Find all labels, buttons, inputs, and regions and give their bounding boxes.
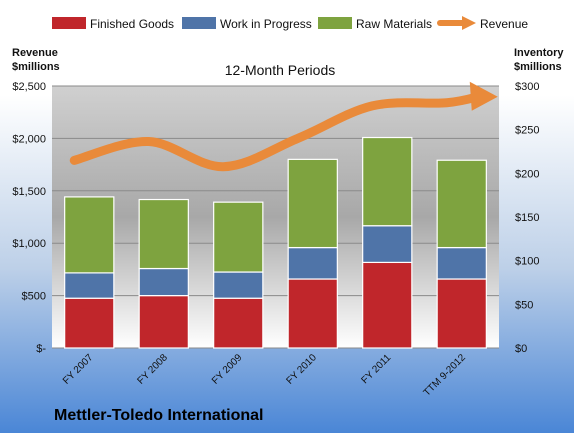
bar-finished-goods-fy-2011 bbox=[362, 261, 413, 349]
right-tick-label-6: $300 bbox=[515, 81, 539, 93]
left-tick-label-5: $2,500 bbox=[12, 81, 46, 93]
right-tick-label-2: $100 bbox=[515, 256, 539, 268]
legend-label-work-in-progress: Work in Progress bbox=[220, 17, 312, 31]
legend-label-revenue: Revenue bbox=[480, 17, 528, 31]
left-axis-ticks: $- $500 $1,000 $1,500 $2,000 $2,500 bbox=[12, 81, 46, 355]
bar-raw-materials-fy-2011 bbox=[362, 136, 413, 227]
right-tick-label-4: $200 bbox=[515, 168, 539, 180]
chart-subtitle: 12-Month Periods bbox=[225, 62, 336, 78]
legend-swatch-raw-materials bbox=[318, 17, 352, 29]
right-tick-label-1: $50 bbox=[515, 299, 533, 311]
bar-work-in-progress-fy-2010 bbox=[287, 246, 338, 280]
bars bbox=[64, 136, 487, 349]
bar-finished-goods-fy-2009 bbox=[213, 297, 264, 349]
bar-work-in-progress-fy-2008 bbox=[138, 267, 189, 297]
bar-work-in-progress-fy-2009 bbox=[213, 271, 264, 299]
bar-finished-goods-fy-2010 bbox=[287, 278, 338, 349]
gridlines bbox=[52, 85, 499, 349]
bar-raw-materials-fy-2008 bbox=[138, 198, 189, 270]
plot-area bbox=[52, 86, 499, 348]
left-tick-label-4: $2,000 bbox=[12, 133, 46, 145]
revenue-line-group bbox=[69, 81, 498, 172]
right-tick-label-3: $150 bbox=[515, 212, 539, 224]
bar-raw-materials-fy-2010 bbox=[287, 158, 338, 249]
legend-label-raw-materials: Raw Materials bbox=[356, 17, 432, 31]
bar-finished-goods-ttm-9-2012 bbox=[436, 278, 487, 349]
bar-finished-goods-fy-2008 bbox=[138, 295, 189, 349]
legend-revenue-arrowhead bbox=[462, 16, 476, 30]
bar-raw-materials-fy-2007 bbox=[64, 196, 115, 274]
left-tick-label-1: $500 bbox=[22, 291, 46, 303]
left-tick-label-3: $1,500 bbox=[12, 186, 46, 198]
right-axis-title-line2: $millions bbox=[514, 61, 562, 73]
legend-swatch-work-in-progress bbox=[182, 17, 216, 29]
bar-finished-goods-fy-2007 bbox=[64, 297, 115, 349]
right-axis-title-line1: Inventory bbox=[514, 47, 564, 59]
company-name: Mettler-Toledo International bbox=[54, 407, 263, 424]
bar-work-in-progress-fy-2011 bbox=[362, 225, 413, 264]
left-tick-label-2: $1,000 bbox=[12, 238, 46, 250]
bar-work-in-progress-ttm-9-2012 bbox=[436, 246, 487, 280]
legend-label-finished-goods: Finished Goods bbox=[90, 17, 174, 31]
bar-work-in-progress-fy-2007 bbox=[64, 272, 115, 299]
left-tick-label-0: $- bbox=[36, 343, 46, 355]
legend: Finished Goods Work in Progress Raw Mate… bbox=[52, 16, 528, 31]
left-axis-title-line2: $millions bbox=[12, 61, 60, 73]
right-tick-label-0: $0 bbox=[515, 343, 527, 355]
bar-raw-materials-ttm-9-2012 bbox=[436, 159, 487, 249]
revenue-arrowhead bbox=[469, 81, 498, 111]
revenue-line bbox=[69, 91, 487, 172]
bar-raw-materials-fy-2009 bbox=[213, 201, 264, 273]
right-axis-ticks: $0 $50 $100 $150 $200 $250 $300 bbox=[515, 81, 539, 355]
left-axis-title-line1: Revenue bbox=[12, 47, 58, 59]
right-tick-label-5: $250 bbox=[515, 125, 539, 137]
legend-swatch-finished-goods bbox=[52, 17, 86, 29]
